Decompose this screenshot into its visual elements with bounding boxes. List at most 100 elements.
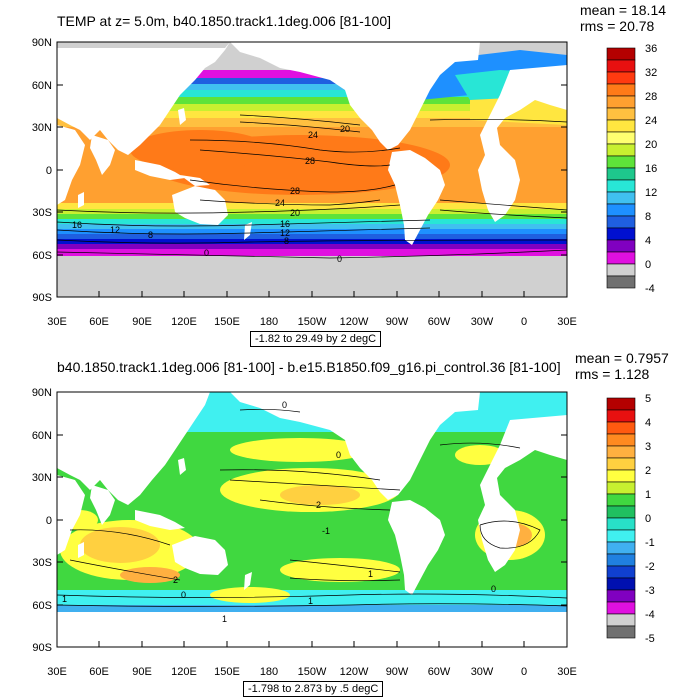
lat-tick-label: 60N (32, 430, 52, 442)
colorbar-swatch (606, 203, 636, 217)
colorbar-swatch (606, 251, 636, 265)
mean-value: mean = 18.14 (580, 2, 667, 18)
colorbar-swatch (606, 95, 636, 109)
colorbar-label: 8 (645, 211, 651, 223)
lon-tick-label: 60E (89, 316, 109, 328)
land-masses (57, 42, 567, 245)
lat-tick-label: 0 (46, 165, 52, 177)
lon-tick-label: 60E (89, 666, 109, 678)
panel-title: TEMP at z= 5.0m, b40.1850.track1.1deg.00… (57, 13, 392, 29)
colorbar-swatch (606, 457, 636, 471)
lon-tick-label: 90W (386, 666, 409, 678)
lon-tick-label: 0 (521, 316, 527, 328)
colorbar-swatch (606, 179, 636, 193)
contour-label: 0 (282, 400, 287, 410)
colorbar-swatch (606, 613, 636, 627)
colorbar-label: 20 (645, 139, 657, 151)
colorbar-swatch (606, 601, 636, 615)
colorbar-label: -5 (645, 633, 655, 645)
contour-label: 8 (284, 236, 289, 246)
contour-label: 0 (181, 590, 186, 600)
colorbar-swatch (606, 155, 636, 169)
colorbar-swatch (606, 433, 636, 447)
contour-label: 0 (204, 248, 209, 258)
colorbar-label: 0 (645, 513, 651, 525)
contour-labels: 0 0 2 -1 1 1 2 0 0 1 1 (62, 400, 496, 624)
lon-tick-label: 150W (298, 666, 327, 678)
lon-tick-label: 120E (171, 666, 197, 678)
lat-tick-label: 90S (32, 292, 52, 304)
temperature-map: 20 24 28 28 24 20 16 16 12 12 8 8 0 0 90… (32, 37, 657, 328)
contour-labels: 20 24 28 28 24 20 16 16 12 12 8 8 0 0 (72, 124, 350, 264)
lon-tick-label: 150E (214, 316, 240, 328)
colorbar-label: -3 (645, 585, 655, 597)
colorbar-swatch (606, 47, 636, 61)
lon-tick-label: 120W (340, 666, 369, 678)
contour-lines (57, 408, 567, 607)
temperature-map-panel: TEMP at z= 5.0m, b40.1850.track1.1deg.00… (32, 2, 666, 347)
lat-tick-label: 60S (32, 600, 52, 612)
colorbar-swatch (606, 505, 636, 519)
lon-tick-label: 60W (428, 666, 451, 678)
stats-block: mean = 18.14 rms = 20.78 (580, 2, 666, 34)
lon-tick-label: 180 (260, 666, 278, 678)
lon-tick-label: 30E (47, 666, 67, 678)
difference-map: 0 0 2 -1 1 1 2 0 0 1 1 90N 60N 30N 0 30S… (32, 387, 655, 678)
rms-value: rms = 1.128 (575, 366, 650, 382)
colorbar: 5 4 3 2 1 0 -1 -2 -3 -4 -5 (606, 393, 655, 645)
colorbar-swatch (606, 143, 636, 157)
lon-tick-label: 90E (132, 666, 152, 678)
colorbar-label: 5 (645, 393, 651, 405)
lat-tick-label: 90S (32, 642, 52, 654)
colorbar-swatch (606, 215, 636, 229)
lon-tick-label: 30E (557, 316, 577, 328)
colorbar-swatch (606, 107, 636, 121)
stats-block: mean = 0.7957 rms = 1.128 (575, 350, 669, 382)
colorbar-swatch (606, 481, 636, 495)
contour-label: 0 (337, 254, 342, 264)
colorbar-swatch (606, 625, 636, 639)
colorbar-label: 24 (645, 115, 657, 127)
colorbar-label: 4 (645, 235, 651, 247)
lon-axis: 30E 60E 90E 120E 150E 180 150W 120W 90W … (47, 666, 577, 678)
contour-range-label: -1.82 to 29.49 by 2 degC (250, 331, 382, 347)
lon-tick-label: 120E (171, 316, 197, 328)
colorbar-swatch (606, 445, 636, 459)
colorbar-swatch (606, 541, 636, 555)
contour-range-label: -1.798 to 2.873 by .5 degC (243, 681, 384, 697)
colorbar-label: -4 (645, 283, 655, 295)
lon-tick-label: 30E (47, 316, 67, 328)
contour-label: 1 (308, 596, 313, 606)
land-masses (57, 392, 567, 647)
contour-lines (57, 114, 567, 259)
colorbar-swatch (606, 71, 636, 85)
colorbar-swatch (606, 565, 636, 579)
colorbar: 36 32 28 24 20 16 12 8 4 0 -4 (606, 43, 657, 295)
colorbar-swatch (606, 263, 636, 277)
colorbar-swatch (606, 275, 636, 289)
contour-label: 20 (340, 124, 350, 134)
lon-tick-label: 60W (428, 316, 451, 328)
panel-title: b40.1850.track1.1deg.006 [81-100] - b.e1… (57, 359, 561, 375)
contour-label: 1 (222, 614, 227, 624)
lon-tick-label: 180 (260, 316, 278, 328)
colorbar-swatch (606, 397, 636, 411)
colorbar-swatch (606, 577, 636, 591)
contour-label: 2 (316, 500, 321, 510)
contour-label: 16 (280, 219, 290, 229)
colorbar-swatch (606, 589, 636, 603)
colorbar-label: -4 (645, 609, 655, 621)
contour-label: 0 (491, 584, 496, 594)
lon-tick-label: 150E (214, 666, 240, 678)
contour-label: 16 (72, 220, 82, 230)
lon-tick-label: 90W (386, 316, 409, 328)
colorbar-swatch (606, 239, 636, 253)
lon-axis: 30E 60E 90E 120E 150E 180 150W 120W 90W … (47, 316, 577, 328)
contour-label: 28 (290, 186, 300, 196)
lat-tick-label: 60N (32, 80, 52, 92)
difference-map-panel: b40.1850.track1.1deg.006 [81-100] - b.e1… (0, 350, 700, 700)
colorbar-label: 12 (645, 187, 657, 199)
contour-label: 0 (336, 450, 341, 460)
lat-axis: 90N 60N 30N 0 30S 60S 90S (32, 387, 52, 654)
contour-label: 1 (62, 594, 67, 604)
